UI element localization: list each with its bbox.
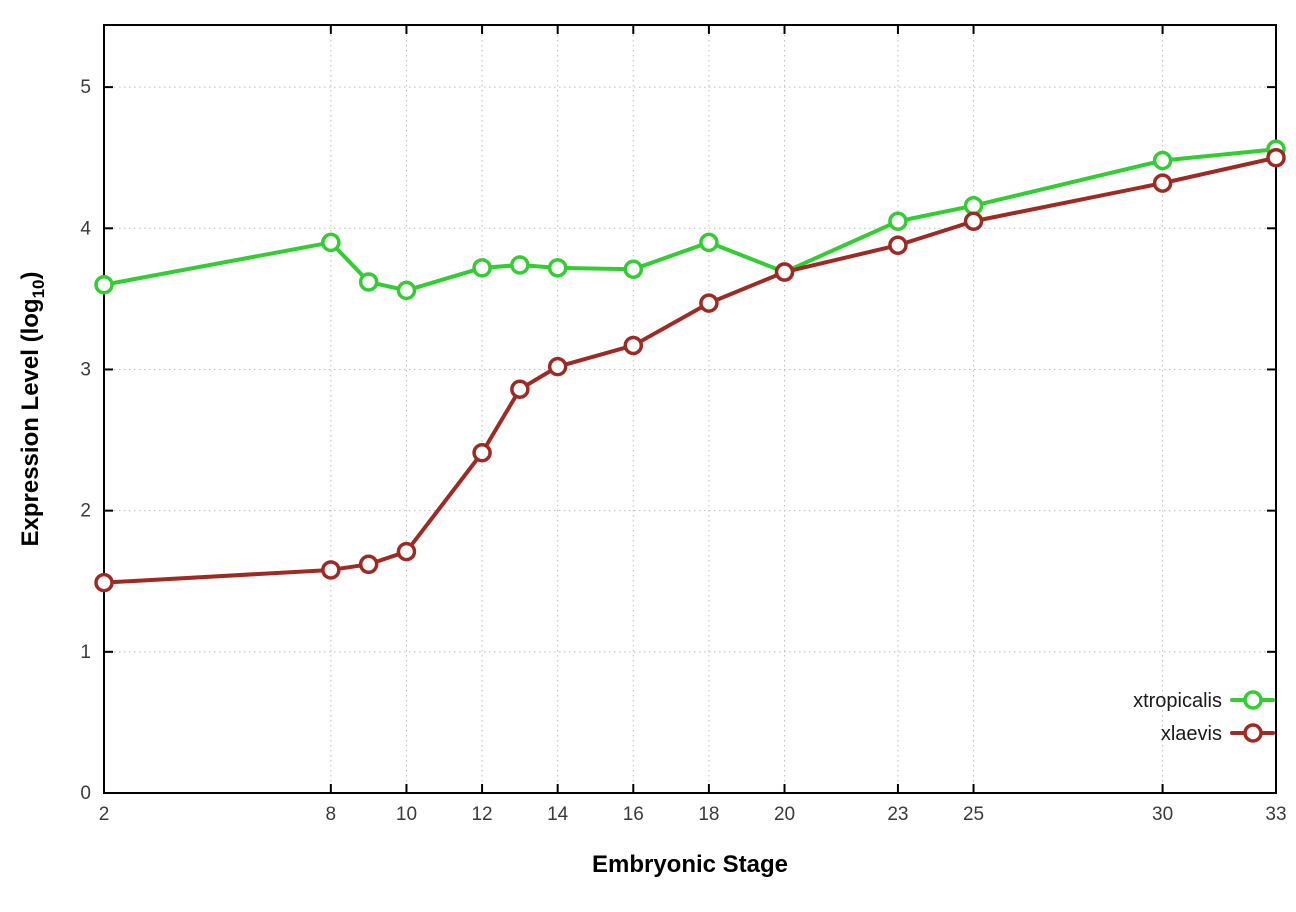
data-point-xtropicalis — [396, 280, 417, 301]
x-tick-label: 2 — [99, 804, 110, 825]
series-xlaevis — [94, 147, 1286, 593]
legend-label-xlaevis: xlaevis — [1161, 723, 1222, 745]
y-axis-label-subscript: 10 — [29, 280, 48, 299]
x-tick-label: 20 — [774, 804, 795, 825]
data-point-xlaevis — [472, 443, 492, 463]
x-tick-label: 16 — [623, 804, 644, 825]
x-axis-label: Embryonic Stage — [592, 851, 788, 878]
series-line-xtropicalis — [102, 147, 1278, 293]
legend-item-xlaevis: xlaevis — [1161, 723, 1275, 745]
x-tick-label: 30 — [1152, 804, 1173, 825]
plot-border — [103, 24, 1277, 794]
series-line-xlaevis — [102, 155, 1278, 585]
x-tick-label: 12 — [471, 804, 492, 825]
legend-item-xtropicalis: xtropicalis — [1133, 690, 1275, 712]
data-point-xlaevis — [699, 293, 719, 313]
y-tick-label: 3 — [80, 359, 91, 380]
data-point-xlaevis — [510, 379, 530, 399]
data-point-xtropicalis — [1152, 150, 1173, 171]
data-point-xlaevis — [1266, 147, 1286, 168]
data-point-xlaevis — [396, 541, 417, 562]
data-point-xtropicalis — [510, 255, 530, 275]
data-point-xlaevis — [1152, 173, 1173, 193]
y-axis-label-main: Expression Level (log — [17, 298, 44, 546]
data-point-xtropicalis — [472, 258, 492, 278]
data-point-xlaevis — [321, 560, 341, 580]
y-axis-label-end: ) — [17, 272, 44, 280]
x-tick-label: 14 — [547, 804, 569, 825]
data-point-xtropicalis — [358, 272, 379, 292]
x-tick-label: 8 — [326, 804, 337, 825]
y-tick-label: 4 — [80, 218, 91, 239]
data-point-xtropicalis — [699, 232, 719, 253]
data-point-xtropicalis — [623, 259, 644, 279]
series-xtropicalis — [94, 139, 1286, 301]
x-tick-label: 25 — [963, 804, 984, 825]
data-point-xlaevis — [94, 572, 114, 593]
legend-label-xtropicalis: xtropicalis — [1133, 690, 1222, 712]
data-point-xtropicalis — [888, 211, 908, 231]
x-tick-label: 23 — [887, 804, 908, 825]
data-point-xlaevis — [963, 211, 984, 231]
data-point-xlaevis — [774, 262, 795, 282]
data-point-xlaevis — [358, 554, 379, 575]
legend-marker-xlaevis — [1243, 723, 1263, 743]
y-tick-label: 2 — [80, 501, 91, 522]
data-point-xtropicalis — [547, 258, 568, 278]
data-point-xtropicalis — [94, 275, 114, 295]
y-tick-label: 0 — [80, 783, 91, 804]
data-point-xlaevis — [888, 235, 908, 255]
data-point-xtropicalis — [321, 232, 341, 253]
plot-generated-content: 2 8 10 12 14 16 18 20 23 25 30 33012345xtropicalisx… — [80, 24, 1287, 825]
legend-marker-xtropicalis — [1243, 690, 1263, 710]
data-point-xtropicalis — [963, 195, 984, 216]
y-tick-label: 5 — [80, 77, 91, 98]
x-tick-label: 33 — [1265, 804, 1286, 825]
data-point-xlaevis — [547, 356, 568, 377]
y-axis-label: Expression Level (log10) — [17, 272, 48, 547]
x-tick-label: 18 — [698, 804, 719, 825]
y-tick-label: 1 — [80, 642, 91, 663]
x-tick-label: 10 — [396, 804, 417, 825]
data-point-xlaevis — [623, 335, 644, 356]
